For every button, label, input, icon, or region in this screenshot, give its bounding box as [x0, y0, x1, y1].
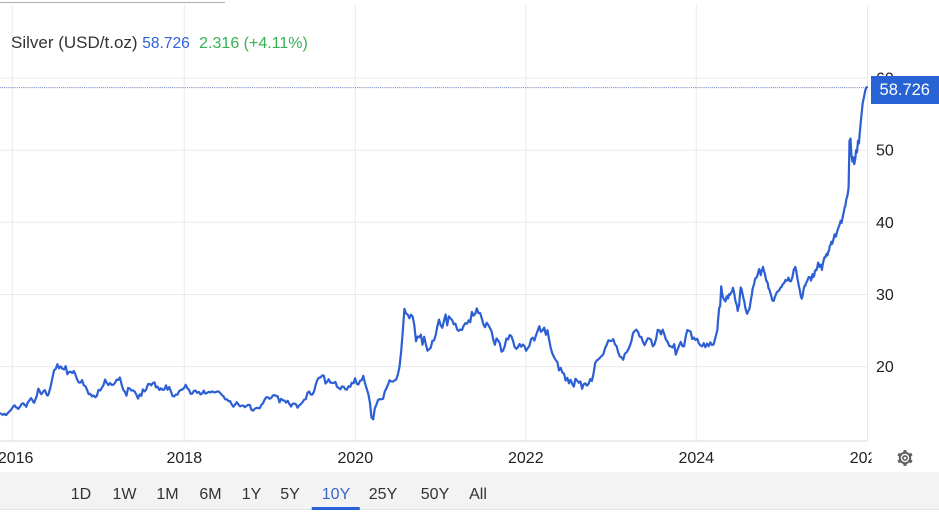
svg-text:40: 40	[876, 215, 894, 232]
svg-text:50: 50	[876, 143, 894, 160]
svg-text:20: 20	[876, 359, 894, 376]
svg-text:30: 30	[876, 287, 894, 304]
svg-text:2024: 2024	[679, 450, 715, 467]
svg-text:2016: 2016	[0, 450, 33, 467]
svg-text:2020: 2020	[338, 450, 374, 467]
svg-text:2018: 2018	[167, 450, 203, 467]
svg-text:2022: 2022	[508, 450, 544, 467]
